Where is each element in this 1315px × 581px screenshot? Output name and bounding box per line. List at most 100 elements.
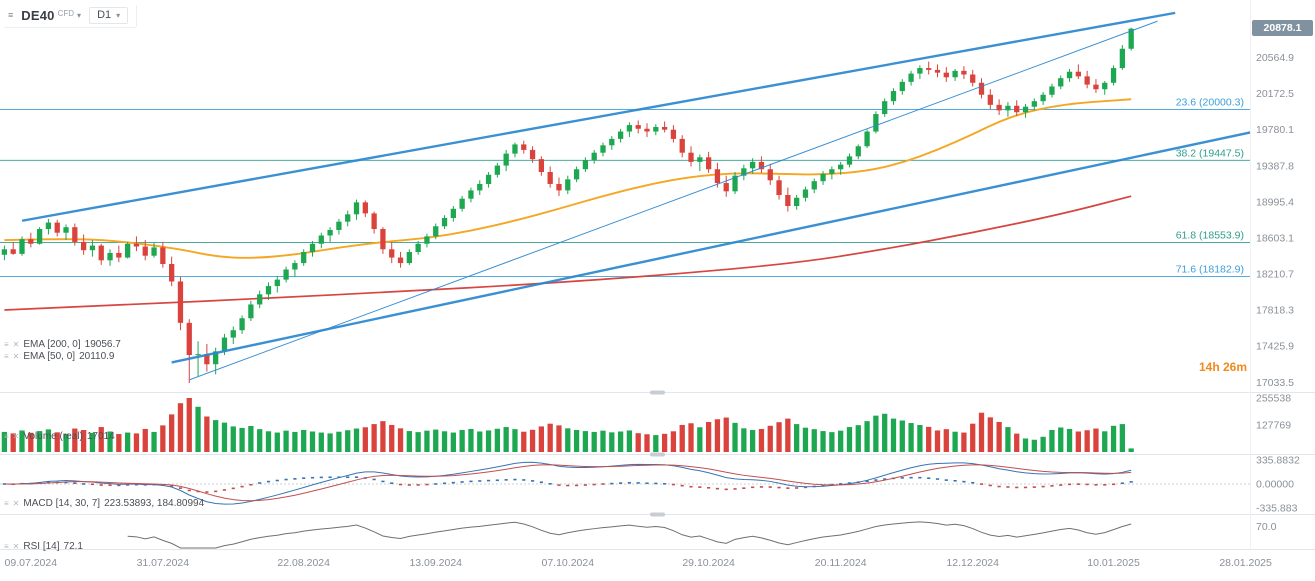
time-axis[interactable]: 09.07.2024 31.07.2024 22.08.2024 13.09.2024… bbox=[5, 557, 1273, 569]
pane-resize-handle[interactable] bbox=[650, 512, 665, 517]
indicator-settings-icon[interactable]: ≡ bbox=[4, 542, 9, 551]
volume-bar bbox=[512, 429, 518, 452]
indicator-close-icon[interactable]: ✕ bbox=[12, 542, 20, 551]
trendline[interactable] bbox=[171, 131, 1255, 364]
main-price-pane[interactable]: 23.6 (20000.3) 38.2 (19447.5) 61.8 (18553.… bbox=[0, 11, 1255, 384]
indicator-close-icon[interactable]: ✕ bbox=[12, 340, 20, 349]
macd-histogram-dot bbox=[231, 487, 235, 490]
price-tick-label: 18603.1 bbox=[1256, 232, 1294, 244]
macd-histogram-dot bbox=[302, 477, 306, 479]
volume-bar bbox=[873, 415, 879, 452]
macd-histogram-dot bbox=[874, 479, 878, 481]
macd-histogram-dot bbox=[900, 477, 904, 479]
macd-histogram-dot bbox=[293, 478, 297, 480]
pane-resize-handle[interactable] bbox=[650, 390, 665, 395]
volume-bar bbox=[882, 413, 888, 452]
volume-bar bbox=[670, 431, 677, 452]
macd-histogram-dot bbox=[346, 476, 350, 479]
macd-histogram-dot bbox=[909, 476, 913, 479]
macd-histogram-dot bbox=[407, 484, 411, 486]
macd-histogram-dot bbox=[1023, 486, 1028, 489]
macd-histogram-dot bbox=[583, 484, 587, 486]
macd-histogram-dot bbox=[1006, 486, 1010, 488]
volume-bar bbox=[521, 431, 527, 452]
volume-bar bbox=[441, 431, 448, 452]
macd-histogram-dot bbox=[381, 480, 385, 483]
macd-histogram-dot bbox=[618, 482, 623, 484]
macd-histogram-dot bbox=[592, 483, 596, 486]
volume-bar bbox=[257, 429, 263, 452]
volume-bar bbox=[688, 423, 694, 452]
macd-histogram-dot bbox=[821, 484, 825, 487]
indicator-close-icon[interactable]: ✕ bbox=[12, 499, 20, 508]
macd-histogram-dot bbox=[249, 483, 253, 486]
macd-histogram-dot bbox=[451, 481, 455, 484]
ema50-line[interactable] bbox=[4, 98, 1132, 259]
macd-histogram-dot bbox=[434, 483, 438, 485]
price-tick-label: 17818.3 bbox=[1256, 305, 1294, 317]
ema50-legend: ≡ ✕ EMA [50, 0] 20110.9 bbox=[4, 351, 114, 362]
fib-level-label: 23.6 (20000.3) bbox=[1176, 96, 1244, 108]
trendline[interactable] bbox=[21, 11, 1176, 222]
macd-histogram-dot bbox=[742, 487, 746, 489]
volume-bar bbox=[160, 425, 166, 452]
volume-bar bbox=[177, 403, 184, 452]
volume-bar bbox=[987, 417, 993, 452]
volume-bar bbox=[943, 429, 949, 452]
indicator-settings-icon[interactable]: ≡ bbox=[4, 340, 9, 349]
ema200-line[interactable] bbox=[4, 195, 1132, 311]
volume-bar bbox=[107, 431, 113, 452]
candlestick-series bbox=[1, 27, 1134, 384]
macd-histogram-dot bbox=[539, 481, 543, 484]
rsi-pane bbox=[127, 521, 1132, 549]
volume-bar bbox=[485, 430, 492, 452]
volume-bar bbox=[890, 418, 897, 452]
volume-bar bbox=[714, 419, 721, 452]
price-axis[interactable]: 20564.9 20172.5 19780.1 19387.8 18995.4 18603… bbox=[1256, 52, 1300, 533]
indicator-settings-icon[interactable]: ≡ bbox=[4, 352, 9, 361]
volume-bar bbox=[785, 418, 791, 452]
panel-drag-icon[interactable]: ≡ bbox=[8, 10, 14, 20]
symbol-selector[interactable]: DE40 CFD ▾ bbox=[21, 8, 81, 23]
trendline[interactable] bbox=[189, 20, 1158, 381]
indicator-settings-icon[interactable]: ≡ bbox=[4, 432, 9, 441]
volume-bar bbox=[908, 423, 914, 452]
macd-histogram-dot bbox=[495, 479, 499, 482]
volume-bar bbox=[1102, 431, 1108, 452]
macd-histogram-dot bbox=[574, 484, 579, 487]
indicator-close-icon[interactable]: ✕ bbox=[12, 432, 20, 441]
macd-histogram-dot bbox=[636, 482, 640, 484]
volume-bar bbox=[864, 421, 870, 452]
volume-bar bbox=[195, 406, 201, 452]
timeframe-selector[interactable]: D1 ▾ bbox=[89, 7, 129, 24]
macd-histogram-dot bbox=[1059, 484, 1063, 486]
volume-bar bbox=[846, 427, 853, 452]
volume-bar bbox=[98, 427, 104, 452]
date-tick-label: 07.10.2024 bbox=[542, 557, 595, 569]
volume-bar bbox=[1066, 428, 1073, 452]
volume-bar bbox=[617, 431, 624, 452]
volume-bar bbox=[415, 432, 421, 452]
macd-histogram-dot bbox=[733, 488, 737, 490]
volume-bar bbox=[353, 428, 360, 452]
macd-histogram-dot bbox=[1094, 484, 1098, 486]
indicator-close-icon[interactable]: ✕ bbox=[12, 352, 20, 361]
volume-pane bbox=[1, 398, 1134, 452]
macd-histogram-dot bbox=[645, 482, 649, 485]
current-price-badge: 20878.1 bbox=[1252, 20, 1313, 36]
instrument-type-label: CFD bbox=[57, 9, 75, 18]
macd-histogram-dot bbox=[601, 483, 605, 485]
macd-histogram-dot bbox=[398, 483, 403, 486]
pane-resize-handle[interactable] bbox=[650, 452, 665, 457]
volume-bar bbox=[301, 430, 307, 452]
date-tick-label: 09.07.2024 bbox=[5, 557, 58, 569]
volume-bar bbox=[1022, 438, 1029, 452]
volume-bar bbox=[265, 431, 272, 452]
macd-histogram-dot bbox=[1032, 486, 1036, 488]
volume-bar bbox=[1005, 427, 1011, 452]
volume-bar bbox=[626, 430, 633, 452]
rsi-line bbox=[127, 521, 1132, 549]
indicator-settings-icon[interactable]: ≡ bbox=[4, 499, 9, 508]
macd-histogram-dot bbox=[962, 480, 966, 483]
